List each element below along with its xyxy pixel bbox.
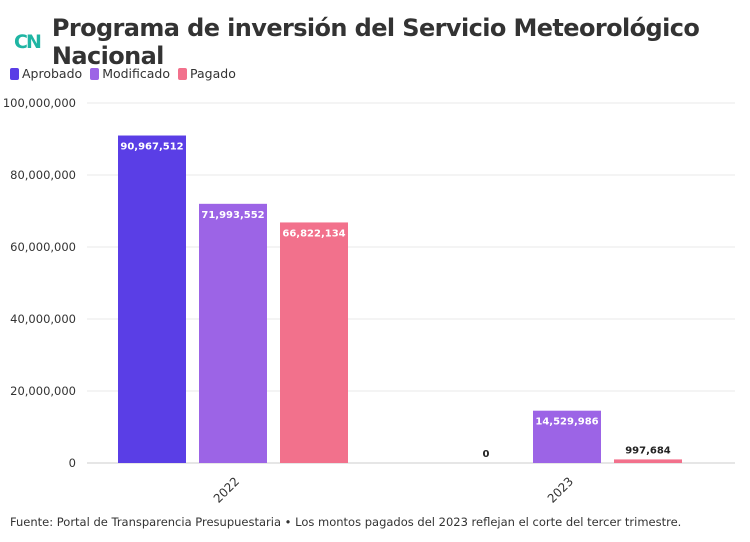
data-label: 997,684 xyxy=(625,445,671,456)
bar-pagado-2022 xyxy=(280,222,348,463)
cn-logo: CN xyxy=(14,31,42,53)
data-label: 90,967,512 xyxy=(120,142,183,153)
y-tick-label: 20,000,000 xyxy=(10,384,76,398)
legend-item-modificado[interactable]: Modificado xyxy=(90,66,170,81)
y-tick-label: 100,000,000 xyxy=(3,96,76,110)
y-tick-label: 0 xyxy=(69,456,76,470)
y-tick-label: 40,000,000 xyxy=(10,312,76,326)
legend-label: Modificado xyxy=(102,66,171,81)
legend-swatch xyxy=(10,67,19,80)
legend-label: Aprobado xyxy=(22,66,83,81)
legend-swatch xyxy=(178,67,188,80)
data-label: 14,529,986 xyxy=(535,417,598,428)
chart-title: Programa de inversión del Servicio Meteo… xyxy=(51,14,700,70)
y-tick-label: 60,000,000 xyxy=(10,240,76,254)
legend-item-pagado[interactable]: Pagado xyxy=(178,66,236,81)
bar-pagado-2023 xyxy=(614,459,682,463)
x-tick-label: 2023 xyxy=(545,474,576,505)
header: CN Programa de inversión del Servicio Me… xyxy=(14,14,750,70)
legend-swatch xyxy=(90,67,100,80)
bar-aprobado-2022 xyxy=(118,135,186,463)
x-tick-label: 2022 xyxy=(211,474,242,505)
bar-modificado-2022 xyxy=(199,203,267,463)
legend: Aprobado Modificado Pagado xyxy=(10,66,244,81)
legend-item-aprobado[interactable]: Aprobado xyxy=(10,66,82,81)
data-label: 0 xyxy=(483,449,490,460)
bar-modificado-2023 xyxy=(533,410,601,463)
data-label: 66,822,134 xyxy=(282,228,345,239)
data-label: 71,993,552 xyxy=(201,210,264,221)
legend-label: Pagado xyxy=(190,66,236,81)
footer-note: Fuente: Portal de Transparencia Presupue… xyxy=(10,515,682,529)
y-tick-label: 80,000,000 xyxy=(10,168,76,182)
